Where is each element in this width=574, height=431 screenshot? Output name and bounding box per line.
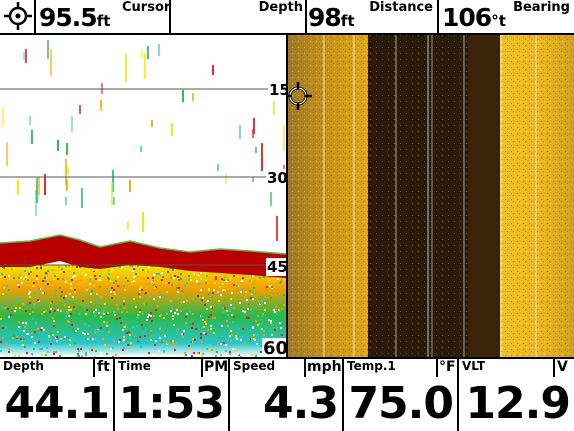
- depth-label-cell: Depth: [171, 0, 305, 33]
- depth-label: Depth: [3, 359, 44, 373]
- depth-mark-45: 45: [266, 258, 288, 276]
- sonar-view[interactable]: 15 30 45 60: [0, 35, 288, 357]
- voltage-value: 12.9: [465, 378, 571, 429]
- speed-readout: Speed mph 4.3: [230, 359, 344, 431]
- readout-top-bar: 95.5ft Cursor Depth 98ft Distance 106°t …: [0, 0, 574, 35]
- voltage-readout: VLT V 12.9: [459, 359, 574, 431]
- sonar-image: [0, 35, 286, 357]
- distance-unit: °t: [491, 12, 506, 30]
- temperature-unit: °F: [439, 359, 456, 375]
- cursor-readout: 95.5ft Cursor: [36, 0, 171, 33]
- distance-readout: 98ft Distance: [305, 0, 439, 33]
- depth-top-value: 98ft: [308, 3, 355, 32]
- voltage-unit: V: [557, 359, 568, 375]
- temperature-readout: Temp.1 °F 75.0: [344, 359, 459, 431]
- depth-value: 44.1: [4, 378, 110, 429]
- temperature-label: Temp.1: [347, 359, 396, 373]
- cursor-crosshair-icon[interactable]: [288, 82, 312, 110]
- voltage-label: VLT: [462, 359, 486, 373]
- cursor-value: 95.5ft: [39, 3, 111, 32]
- time-readout: Time PM 1:53: [115, 359, 230, 431]
- speed-label: Speed: [233, 359, 276, 373]
- depth-header-label: Depth: [258, 0, 303, 15]
- side-imaging-view[interactable]: [288, 35, 574, 357]
- distance-label: Distance: [369, 0, 433, 15]
- speed-value: 4.3: [263, 378, 339, 429]
- crosshair-icon: [4, 2, 32, 30]
- depth-unit: ft: [97, 359, 110, 375]
- cursor-unit: ft: [96, 12, 111, 30]
- readout-bottom-bar: Depth ft 44.1 Time PM 1:53 Speed mph 4.3…: [0, 357, 574, 431]
- time-unit: PM: [204, 359, 229, 375]
- distance-value: 106°t: [442, 3, 506, 32]
- depth-mark-60: 60: [262, 338, 288, 357]
- bearing-label: Bearing: [513, 0, 570, 15]
- cursor-icon-cell: [0, 0, 36, 33]
- time-value: 1:53: [118, 378, 225, 429]
- bearing-readout: 106°t Bearing: [439, 0, 574, 33]
- depth-mark-30: 30: [266, 169, 288, 187]
- depth-top-unit: ft: [340, 12, 355, 30]
- time-label: Time: [118, 359, 151, 373]
- cursor-label: Cursor: [122, 0, 171, 15]
- depth-readout: Depth ft 44.1: [0, 359, 115, 431]
- speed-unit: mph: [307, 359, 342, 375]
- temperature-value: 75.0: [348, 378, 454, 429]
- side-imaging-image: [288, 35, 574, 357]
- depth-mark-15: 15: [268, 81, 286, 99]
